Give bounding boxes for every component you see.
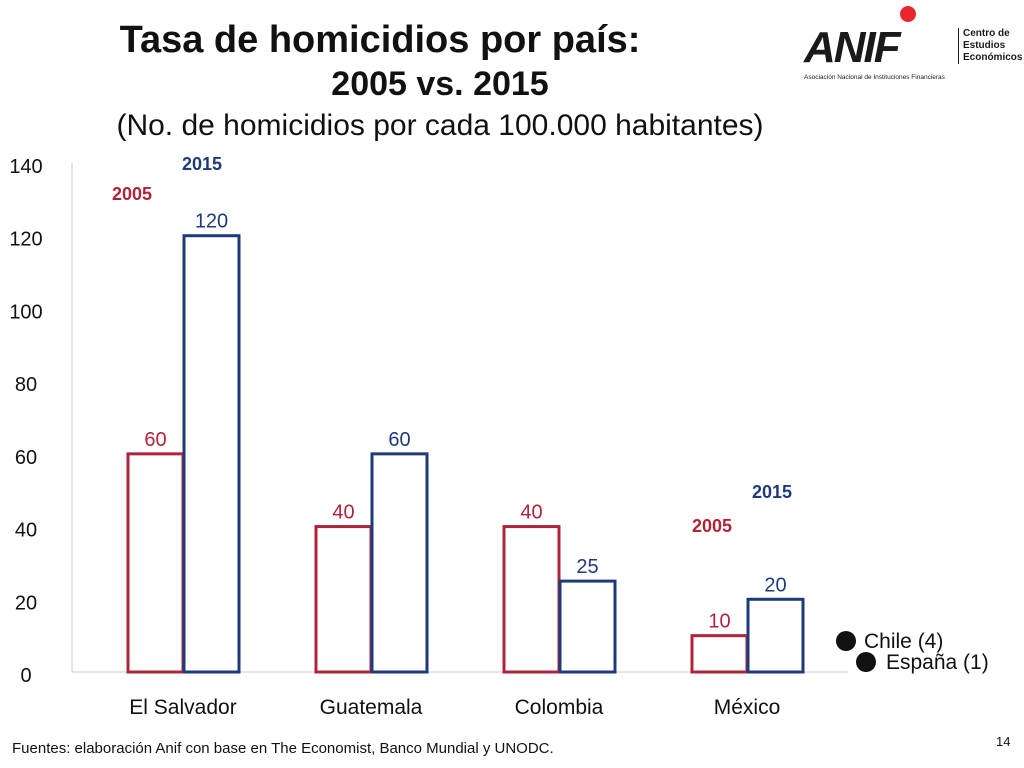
data-label-2005: 10 (708, 611, 730, 633)
bar-2005 (690, 634, 749, 674)
series-label-2005: 2005 (112, 184, 152, 204)
logo-dot-icon (900, 6, 916, 22)
y-tick-label: 20 (15, 592, 37, 614)
anif-logo: ANIF Centro de Estudios Económicos Asoci… (800, 6, 1024, 86)
annotation-label: España (1) (886, 651, 989, 674)
data-label-2005: 40 (520, 502, 542, 524)
source-note: Fuentes: elaboración Anif con base en Th… (12, 740, 554, 757)
series-label-2015: 2015 (182, 154, 222, 174)
chart-title: Tasa de homicidios por país: (119, 19, 641, 61)
logo-side-line: Estudios (963, 40, 1006, 51)
title-block: Tasa de homicidios por país: 2005 vs. 20… (60, 18, 820, 146)
logo-side-text: Centro de Estudios Económicos (958, 28, 1022, 64)
data-label-2015: 20 (764, 574, 786, 596)
bar-2005 (314, 525, 373, 674)
logo-subtitle: Asociación Nacional de Instituciones Fin… (804, 74, 945, 81)
y-tick-label: 140 (9, 156, 42, 178)
bar-2015 (182, 234, 241, 674)
y-tick-label: 120 (9, 229, 42, 251)
y-tick-label: 100 (9, 301, 42, 323)
chart-subtitle: (No. de homicidios por cada 100.000 habi… (116, 109, 764, 142)
data-label-2015: 120 (195, 211, 228, 233)
logo-wordmark: ANIF (804, 23, 901, 72)
annotation-dot-icon (836, 631, 856, 651)
data-label-2005: 60 (144, 429, 166, 451)
bar-2005 (502, 525, 561, 674)
series-label-2005: 2005 (692, 516, 732, 536)
annotation-label: Chile (4) (864, 630, 943, 653)
data-label-2005: 40 (332, 502, 354, 524)
x-tick-label: México (714, 696, 781, 719)
bar-2005 (126, 452, 185, 674)
data-label-2015: 60 (388, 429, 410, 451)
bar-2015 (370, 452, 429, 674)
y-tick-label: 40 (15, 520, 37, 542)
logo-side-line: Económicos (963, 52, 1023, 63)
y-tick-label: 60 (15, 447, 37, 469)
chart-title-years: 2005 vs. 2015 (331, 65, 549, 103)
x-tick-label: Colombia (515, 696, 604, 719)
x-tick-label: El Salvador (129, 696, 236, 719)
y-tick-label: 80 (15, 374, 37, 396)
annotation-dot-icon (856, 652, 876, 672)
page-number: 14 (996, 734, 1011, 749)
bar-2015 (746, 597, 805, 674)
x-tick-label: Guatemala (320, 696, 423, 719)
bar-2015 (558, 579, 617, 674)
y-tick-label: 0 (20, 665, 31, 687)
logo-side-line: Centro de (963, 28, 1010, 39)
series-label-2015: 2015 (752, 482, 792, 502)
data-label-2015: 25 (576, 556, 598, 578)
